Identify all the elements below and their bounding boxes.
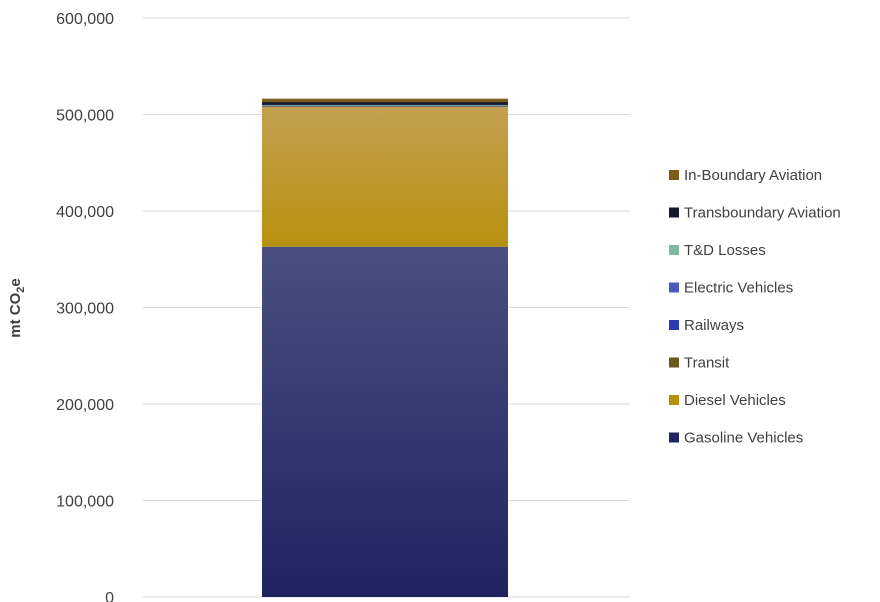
legend-label: T&D Losses (684, 242, 766, 259)
bar-segment-diesel-vehicles (262, 106, 508, 247)
legend-swatch (669, 282, 679, 293)
legend-label: In-Boundary Aviation (684, 167, 822, 184)
bar-segment-gasoline-vehicles (262, 246, 508, 597)
y-tick-label: 500,000 (56, 108, 114, 125)
bar-stack (262, 98, 508, 597)
legend-swatch (669, 170, 679, 180)
legend-swatch (669, 395, 679, 405)
y-tick-label: 400,000 (56, 204, 114, 221)
legend: In-Boundary Aviation Transboundary Aviati… (669, 167, 841, 447)
legend-swatch (669, 207, 679, 218)
bar-segment-in-boundary-aviation (262, 98, 508, 103)
y-tick-label: 0 (105, 590, 114, 602)
y-axis-label: mt CO2e (7, 278, 27, 337)
legend-label: Transit (684, 355, 730, 372)
legend-label: Gasoline Vehicles (684, 430, 803, 447)
bar-segment-t-d-losses (262, 104, 508, 106)
y-tick-label: 200,000 (56, 397, 114, 414)
legend-label: Electric Vehicles (684, 280, 793, 297)
legend-swatch (669, 245, 679, 255)
legend-label: Transboundary Aviation (684, 205, 841, 222)
y-tick-label: 600,000 (56, 11, 114, 28)
legend-swatch (669, 432, 679, 443)
legend-swatch (669, 357, 679, 368)
legend-label: Railways (684, 317, 744, 334)
legend-label: Diesel Vehicles (684, 392, 786, 409)
y-axis-tick-labels: 0 100,000 200,000 300,000 400,000 500,000 600,… (56, 11, 114, 602)
legend-swatch (669, 320, 679, 330)
y-tick-label: 100,000 (56, 494, 114, 511)
y-tick-label: 300,000 (56, 301, 114, 318)
bar-segment-transboundary-aviation (262, 102, 508, 105)
